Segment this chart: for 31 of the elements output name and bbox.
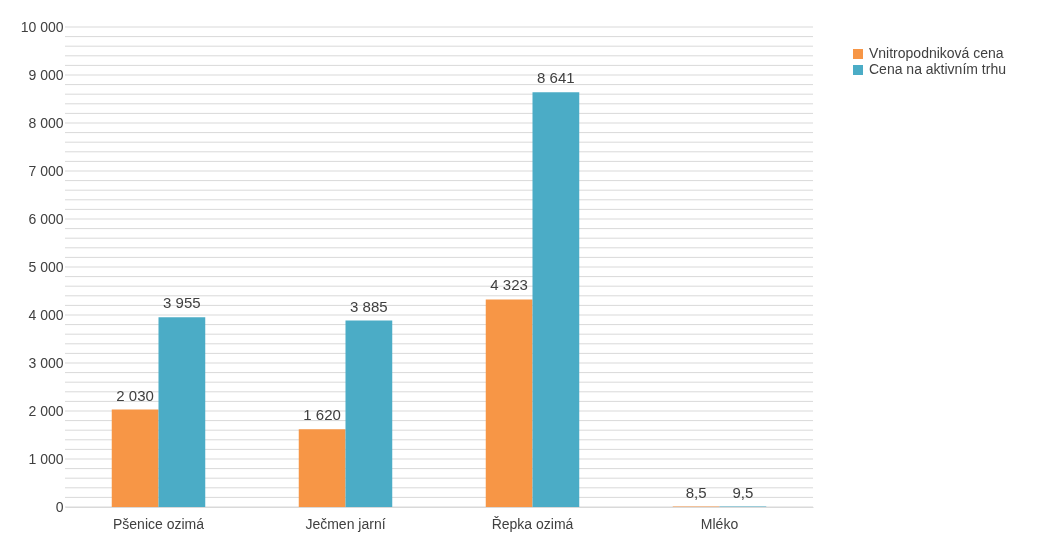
bar: [111, 409, 159, 507]
y-tick-label: 8 000: [28, 114, 64, 131]
data-label: 3 955: [163, 294, 201, 312]
y-tick-label: 10 000: [20, 18, 64, 35]
x-tick-label: Mléko: [700, 515, 739, 532]
y-tick-label: 9 000: [28, 66, 64, 83]
data-label: 3 885: [350, 297, 388, 315]
data-label: 8 641: [537, 69, 575, 87]
legend-label: Cena na aktivním trhu: [869, 61, 1006, 77]
y-tick-label: 3 000: [28, 354, 64, 371]
bar: [532, 92, 580, 507]
bar: [345, 320, 393, 507]
data-label: 2 030: [116, 386, 154, 404]
data-label: 9,5: [732, 483, 754, 501]
y-tick-label: 5 000: [28, 258, 64, 275]
data-label: 8,5: [685, 483, 707, 501]
y-tick-label: 2 000: [28, 402, 64, 419]
legend-label: Vnitropodniková cena: [869, 45, 1004, 61]
x-tick-label: Pšenice ozimá: [112, 515, 205, 532]
y-tick-label: 1 000: [28, 450, 64, 467]
bar: [158, 317, 206, 507]
bar: [298, 429, 346, 507]
x-tick-label: Ječmen jarní: [305, 515, 386, 532]
bar: [485, 299, 533, 507]
y-tick-label: 7 000: [28, 162, 64, 179]
y-tick-label: 6 000: [28, 210, 64, 227]
x-tick-label: Řepka ozimá: [491, 515, 574, 532]
y-tick-label: 4 000: [28, 306, 64, 323]
data-label: 4 323: [490, 276, 528, 294]
data-label: 1 620: [303, 406, 341, 424]
y-tick-label: 0: [55, 498, 64, 515]
